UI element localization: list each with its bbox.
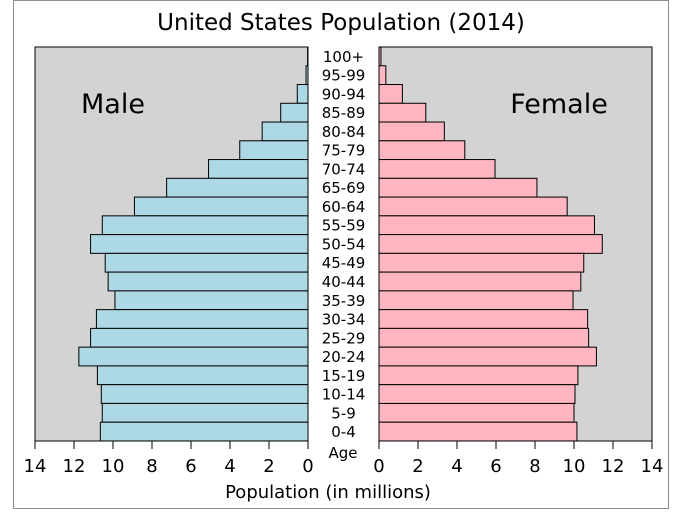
female-bar-90-94 bbox=[378, 84, 403, 104]
left-tick-label: 12 bbox=[63, 456, 86, 477]
age-label: 20-24 bbox=[322, 348, 366, 366]
right-x-axis: 0 2 4 6 8 10 12 14 bbox=[373, 440, 664, 477]
age-label: 95-99 bbox=[322, 67, 366, 85]
age-labels: 100+95-9990-9485-8980-8475-7970-7465-696… bbox=[322, 48, 366, 441]
right-tick-label: 14 bbox=[641, 456, 664, 477]
age-label: 85-89 bbox=[322, 104, 366, 122]
age-label: 15-19 bbox=[322, 367, 366, 385]
left-tick-label: 6 bbox=[185, 456, 196, 477]
age-axis-label: Age bbox=[328, 444, 357, 462]
male-bar-0-4 bbox=[99, 421, 309, 442]
male-bar-5-9 bbox=[101, 402, 309, 423]
male-bar-10-14 bbox=[100, 384, 309, 404]
left-tick-label: 4 bbox=[224, 456, 235, 477]
female-bar-80-84 bbox=[378, 121, 445, 142]
age-label: 65-69 bbox=[322, 179, 366, 197]
female-bars bbox=[378, 46, 603, 442]
age-label: 70-74 bbox=[322, 160, 366, 178]
female-bar-35-39 bbox=[378, 290, 574, 311]
male-bar-55-59 bbox=[101, 215, 309, 236]
female-bar-60-64 bbox=[378, 196, 568, 217]
male-bar-65-69 bbox=[166, 177, 309, 198]
chart-title: United States Population (2014) bbox=[157, 10, 525, 36]
age-label: 0-4 bbox=[331, 423, 356, 441]
female-series-label: Female bbox=[510, 89, 608, 120]
female-bar-65-69 bbox=[378, 177, 538, 198]
age-label: 60-64 bbox=[322, 198, 366, 216]
x-axis-title: Population (in millions) bbox=[225, 482, 431, 503]
age-label: 35-39 bbox=[322, 292, 366, 310]
male-bar-20-24 bbox=[78, 346, 309, 367]
female-bar-95-99 bbox=[378, 65, 387, 86]
age-label: 45-49 bbox=[322, 254, 366, 272]
male-bar-75-79 bbox=[239, 140, 309, 161]
male-bars bbox=[78, 46, 309, 442]
male-bar-85-89 bbox=[280, 102, 309, 123]
left-tick-label: 2 bbox=[263, 456, 274, 477]
female-bar-5-9 bbox=[378, 402, 575, 423]
male-series-label: Male bbox=[81, 89, 145, 120]
age-label: 80-84 bbox=[322, 123, 366, 141]
age-label: 25-29 bbox=[322, 329, 366, 347]
female-bar-40-44 bbox=[378, 271, 582, 292]
male-bar-40-44 bbox=[107, 271, 309, 292]
female-bar-10-14 bbox=[378, 384, 576, 404]
left-x-axis: 14 12 10 8 6 4 2 0 bbox=[24, 440, 314, 477]
male-bar-50-54 bbox=[90, 234, 309, 254]
right-tick-label: 12 bbox=[602, 456, 625, 477]
female-bar-50-54 bbox=[378, 234, 603, 254]
female-bar-20-24 bbox=[378, 346, 597, 367]
male-bar-60-64 bbox=[133, 196, 309, 217]
male-bar-30-34 bbox=[95, 309, 309, 329]
male-bar-70-74 bbox=[208, 159, 309, 179]
left-tick-label: 8 bbox=[146, 456, 157, 477]
female-bar-55-59 bbox=[378, 215, 595, 236]
male-bar-15-19 bbox=[96, 365, 309, 386]
male-bar-25-29 bbox=[90, 327, 309, 348]
female-bar-45-49 bbox=[378, 252, 585, 273]
female-bar-0-4 bbox=[378, 421, 578, 442]
left-tick-label: 14 bbox=[24, 456, 47, 477]
female-bar-70-74 bbox=[378, 159, 496, 179]
age-label: 10-14 bbox=[322, 386, 366, 404]
age-label: 50-54 bbox=[322, 235, 366, 253]
female-bar-75-79 bbox=[378, 140, 466, 161]
age-label: 90-94 bbox=[322, 85, 366, 103]
male-bar-80-84 bbox=[261, 121, 309, 142]
right-tick-label: 8 bbox=[529, 456, 540, 477]
right-tick-label: 10 bbox=[563, 456, 586, 477]
right-tick-label: 0 bbox=[373, 456, 384, 477]
female-bar-15-19 bbox=[378, 365, 579, 386]
male-bar-45-49 bbox=[104, 252, 309, 273]
right-tick-label: 6 bbox=[490, 456, 501, 477]
male-bar-95-99 bbox=[305, 65, 309, 86]
female-bar-30-34 bbox=[378, 309, 589, 329]
age-label: 5-9 bbox=[331, 404, 356, 422]
male-bar-35-39 bbox=[114, 290, 309, 311]
male-bar-90-94 bbox=[296, 84, 309, 104]
age-label: 75-79 bbox=[322, 142, 366, 160]
left-tick-label: 0 bbox=[302, 456, 313, 477]
female-bar-85-89 bbox=[378, 102, 427, 123]
right-tick-label: 2 bbox=[412, 456, 423, 477]
age-label: 100+ bbox=[323, 48, 364, 66]
age-label: 40-44 bbox=[322, 273, 366, 291]
female-bar-100+ bbox=[378, 46, 382, 67]
right-tick-label: 4 bbox=[451, 456, 462, 477]
age-label: 55-59 bbox=[322, 217, 366, 235]
female-bar-25-29 bbox=[378, 327, 590, 348]
left-tick-label: 10 bbox=[102, 456, 125, 477]
age-label: 30-34 bbox=[322, 311, 366, 329]
